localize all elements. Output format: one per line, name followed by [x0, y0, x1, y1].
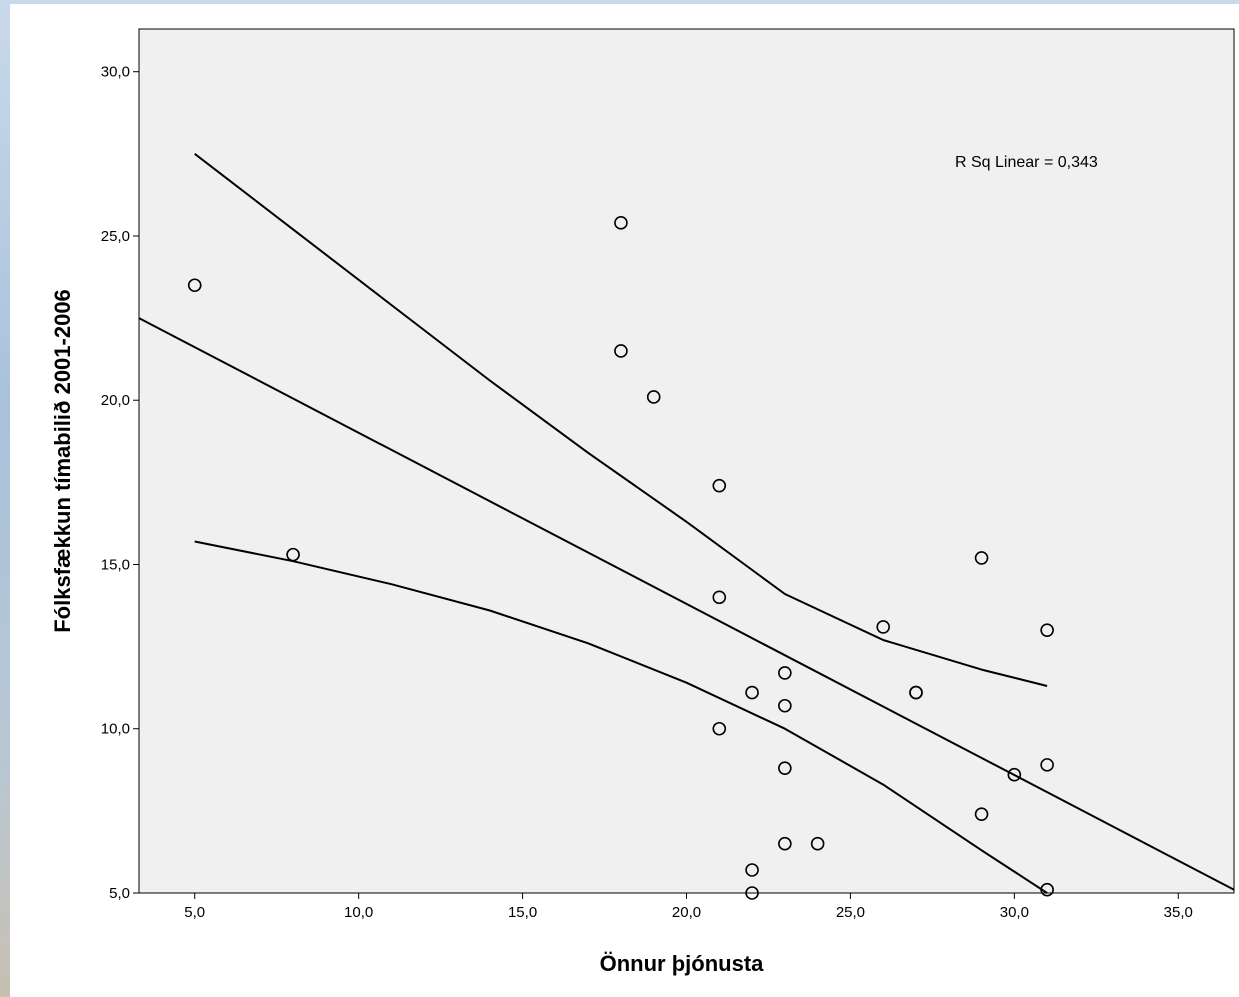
x-tick-label: 30,0	[1000, 904, 1029, 921]
x-tick-label: 25,0	[836, 904, 865, 921]
data-point	[778, 761, 792, 775]
x-tick-label: 15,0	[508, 904, 537, 921]
confidence-upper-line	[194, 153, 1048, 687]
data-point	[745, 685, 759, 700]
y-axis-title: Fólksfækkun tímabilið 2001-2006	[50, 289, 75, 633]
data-point	[745, 863, 759, 877]
regression-fit-line	[138, 317, 1235, 891]
y-tick-label: 5,0	[109, 885, 130, 902]
data-point	[810, 836, 825, 851]
data-point	[974, 551, 989, 565]
data-point	[712, 721, 727, 736]
data-point	[1040, 758, 1054, 772]
confidence-lower-line	[194, 540, 1048, 894]
data-point	[974, 807, 989, 821]
x-tick-label: 20,0	[672, 904, 701, 921]
data-point	[646, 390, 661, 404]
data-point	[286, 547, 300, 562]
plot-area	[138, 28, 1235, 894]
data-point	[187, 278, 202, 293]
data-point	[1007, 767, 1022, 782]
x-tick-label: 35,0	[1164, 904, 1193, 921]
data-point	[909, 685, 923, 700]
y-tick-label: 10,0	[101, 721, 130, 738]
data-point	[1040, 623, 1054, 637]
data-point	[712, 590, 727, 605]
data-point	[778, 666, 792, 680]
data-point	[778, 698, 792, 713]
x-axis-title: Önnur þjónusta	[600, 951, 765, 976]
data-point	[1040, 882, 1054, 897]
x-tick-label: 10,0	[344, 904, 373, 921]
data-point	[745, 886, 759, 900]
data-point	[876, 620, 891, 634]
data-point	[614, 344, 628, 358]
y-tick-label: 30,0	[101, 64, 130, 81]
data-point	[712, 478, 727, 493]
y-tick-label: 25,0	[101, 228, 130, 245]
y-tick-label: 15,0	[101, 556, 130, 573]
data-point	[778, 836, 792, 851]
data-point	[614, 216, 628, 230]
x-tick-label: 5,0	[184, 904, 205, 921]
y-tick-label: 20,0	[101, 392, 130, 409]
r-squared-annotation: R Sq Linear = 0,343	[955, 154, 1098, 171]
